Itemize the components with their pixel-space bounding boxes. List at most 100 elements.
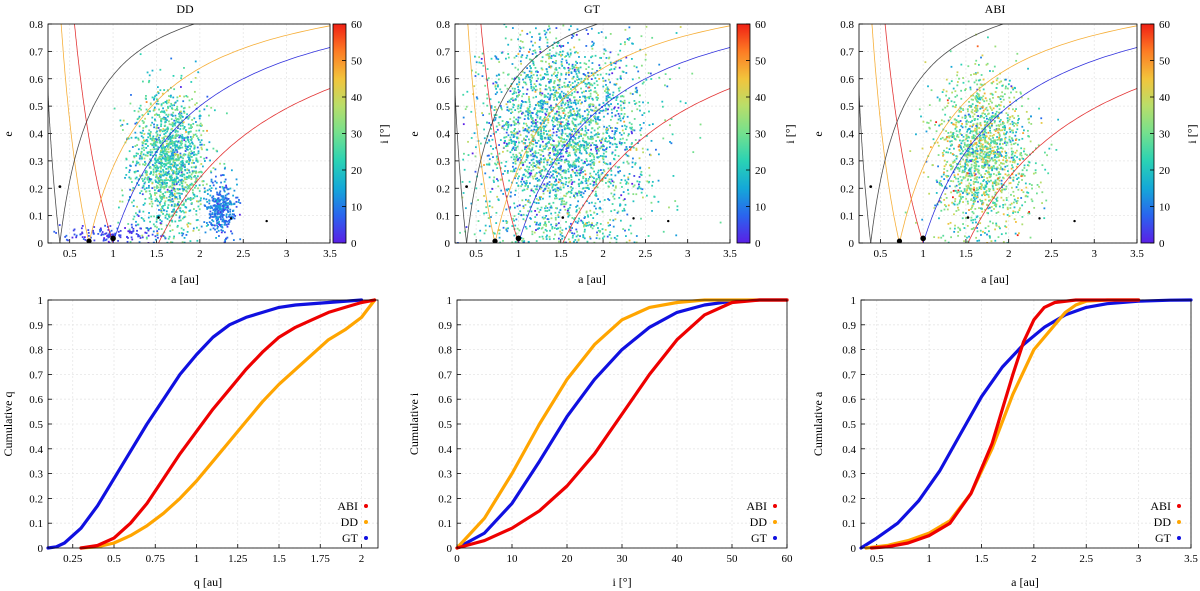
scatter-point	[583, 230, 586, 233]
scatter-point	[172, 154, 175, 157]
scatter-point	[536, 160, 539, 163]
scatter-point	[155, 140, 158, 142]
scatter-point	[495, 114, 498, 116]
scatter-point	[684, 102, 687, 104]
scatter-point	[612, 195, 615, 198]
scatter-point	[567, 71, 570, 74]
scatter-point	[536, 111, 538, 114]
scatter-point	[170, 163, 173, 166]
scatter-point	[206, 105, 208, 107]
scatter-point	[140, 217, 143, 219]
scatter-point	[585, 158, 588, 161]
scatter-point	[585, 29, 588, 31]
orbit-crossing-curve	[88, 25, 330, 243]
scatter-point	[577, 144, 580, 147]
scatter-point	[178, 115, 181, 118]
scatter-point	[627, 228, 630, 231]
scatter-point	[607, 96, 610, 99]
scatter-point	[550, 183, 553, 186]
scatter-point	[655, 148, 657, 151]
scatter-point	[225, 184, 228, 187]
scatter-point	[166, 126, 169, 129]
y-tick-label: 0.3	[29, 156, 43, 168]
scatter-point	[551, 148, 554, 151]
scatter-point	[561, 129, 564, 131]
scatter-point	[556, 45, 559, 48]
scatter-point	[129, 165, 132, 167]
x-tick-label: 2.5	[639, 248, 653, 260]
scatter-point	[552, 73, 555, 75]
scatter-point	[499, 88, 502, 91]
scatter-point	[164, 172, 167, 175]
scatter-point	[518, 122, 521, 125]
scatter-point	[621, 70, 624, 73]
scatter-point	[591, 224, 593, 226]
scatter-point	[511, 149, 513, 151]
scatter-point	[146, 151, 149, 154]
scatter-point	[555, 97, 558, 100]
scatter-point	[218, 204, 221, 207]
scatter-point	[522, 78, 524, 81]
scatter-point	[549, 189, 552, 192]
scatter-point	[183, 241, 186, 243]
scatter-point	[588, 111, 590, 113]
scatter-point	[516, 136, 518, 139]
scatter-point	[599, 223, 602, 225]
scatter-point	[622, 95, 625, 98]
scatter-point	[495, 56, 498, 59]
scatter-point	[150, 195, 152, 198]
scatter-point	[191, 142, 194, 145]
y-tick-label: 0	[445, 238, 451, 250]
scatter-point	[634, 163, 637, 166]
scatter-point	[110, 233, 113, 236]
scatter-point	[559, 186, 562, 189]
scatter-point	[178, 215, 181, 218]
scatter-point	[161, 154, 164, 157]
scatter-point	[226, 225, 229, 228]
scatter-point	[614, 83, 617, 86]
scatter-point	[187, 132, 190, 135]
scatter-point	[560, 133, 563, 136]
y-tick-label: 0.4	[436, 129, 450, 141]
scatter-point	[189, 138, 192, 141]
scatter-point	[577, 100, 580, 103]
scatter-point	[575, 107, 578, 110]
scatter-point	[551, 139, 554, 142]
scatter-point	[226, 188, 229, 191]
scatter-point	[187, 169, 190, 172]
scatter-point	[172, 148, 175, 151]
scatter-point	[621, 125, 624, 128]
scatter-point	[617, 210, 620, 213]
scatter-point	[213, 224, 216, 227]
scatter-point	[585, 45, 588, 47]
scatter-point	[560, 159, 563, 162]
scatter-point	[505, 57, 507, 60]
scatter-point	[555, 131, 558, 133]
scatter-point	[540, 67, 543, 70]
scatter-point	[180, 112, 183, 115]
scatter-point	[212, 197, 215, 200]
scatter-point	[532, 137, 535, 140]
scatter-point	[617, 155, 620, 157]
scatter-point	[166, 241, 169, 243]
scatter-point	[621, 100, 624, 103]
scatter-point	[575, 166, 578, 169]
scatter-point	[490, 152, 493, 155]
scatter-point	[151, 233, 154, 236]
scatter-point	[534, 122, 537, 125]
scatter-point	[566, 209, 569, 212]
scatter-point	[164, 214, 167, 217]
scatter-point	[578, 96, 581, 98]
scatter-point	[568, 151, 571, 154]
scatter-point	[147, 81, 150, 84]
scatter-point	[611, 151, 614, 154]
scatter-point	[169, 224, 171, 227]
scatter-point	[639, 166, 642, 169]
scatter-point	[483, 128, 485, 131]
scatter-point	[215, 231, 218, 233]
scatter-point	[155, 161, 158, 164]
scatter-point	[489, 190, 492, 193]
scatter-point	[182, 188, 185, 191]
colorbar-tick-label: 60	[351, 19, 363, 31]
scatter-point	[588, 59, 591, 62]
